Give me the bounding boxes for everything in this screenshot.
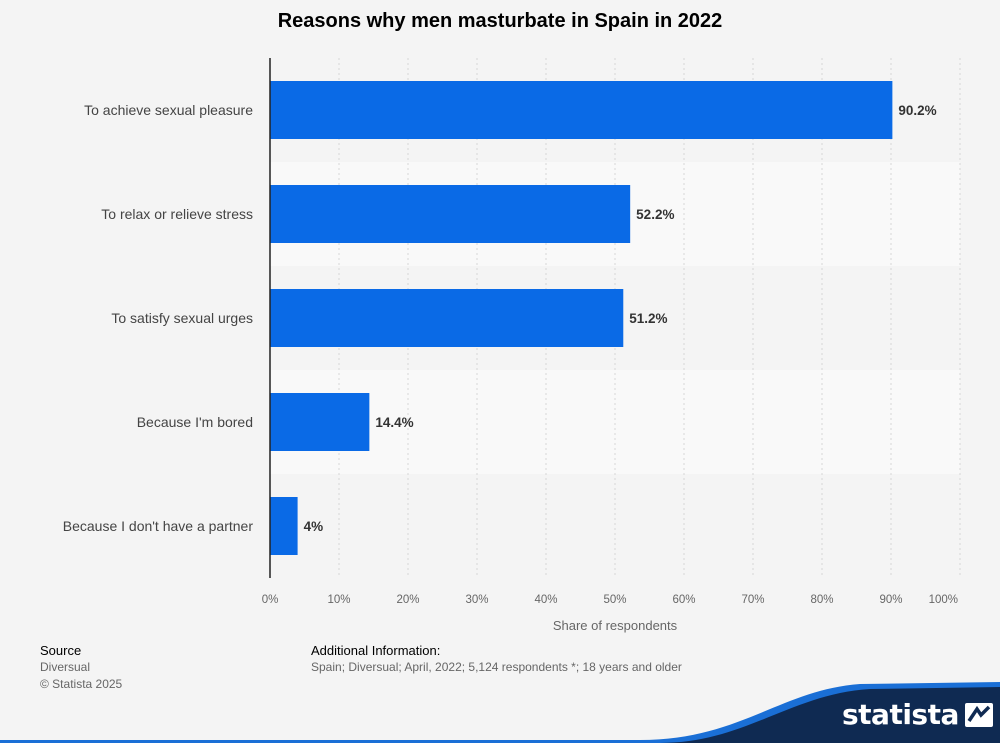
additional-info-label: Additional Information:: [311, 643, 441, 658]
source-name: Diversual: [40, 660, 91, 674]
x-tick-label: 80%: [810, 594, 833, 606]
x-tick-label: 70%: [741, 594, 764, 606]
x-tick-label: 20%: [396, 594, 419, 606]
row-band: [270, 474, 960, 578]
x-axis-label: Share of respondents: [553, 618, 678, 633]
x-tick-label: 10%: [327, 594, 350, 606]
category-label: Because I'm bored: [137, 414, 253, 430]
value-label: 90.2%: [898, 103, 936, 118]
x-tick-label: 90%: [879, 594, 902, 606]
copyright-text: © Statista 2025: [40, 677, 123, 691]
bar: [270, 393, 370, 451]
value-label: 4%: [304, 519, 324, 534]
x-tick-label: 50%: [603, 594, 626, 606]
brand-name: statista: [842, 698, 959, 731]
category-label: To achieve sexual pleasure: [84, 102, 253, 118]
x-tick-label: 0%: [262, 594, 279, 606]
category-label: To relax or relieve stress: [101, 206, 253, 222]
statista-logo-icon: [964, 702, 993, 727]
x-tick-label: 100%: [929, 594, 958, 606]
x-tick-label: 60%: [672, 594, 695, 606]
x-tick-label: 30%: [465, 594, 488, 606]
wave-dark: [660, 687, 1000, 743]
category-label: Because I don't have a partner: [63, 518, 254, 534]
bar: [270, 497, 298, 555]
value-label: 51.2%: [629, 311, 667, 326]
chart-title: Reasons why men masturbate in Spain in 2…: [277, 10, 723, 32]
bar: [270, 185, 631, 243]
bar: [270, 289, 624, 347]
value-label: 14.4%: [375, 415, 413, 430]
value-label: 52.2%: [636, 207, 674, 222]
statista-logo[interactable]: statista: [842, 698, 993, 731]
additional-info-text: Spain; Diversual; April, 2022; 5,124 res…: [311, 660, 682, 674]
row-band: [270, 370, 960, 474]
x-tick-label: 40%: [534, 594, 557, 606]
bar-chart: To achieve sexual pleasure 90.2% To relax …: [63, 58, 961, 633]
category-label: To satisfy sexual urges: [111, 310, 253, 326]
source-label: Source: [40, 643, 82, 658]
bar: [270, 81, 893, 139]
